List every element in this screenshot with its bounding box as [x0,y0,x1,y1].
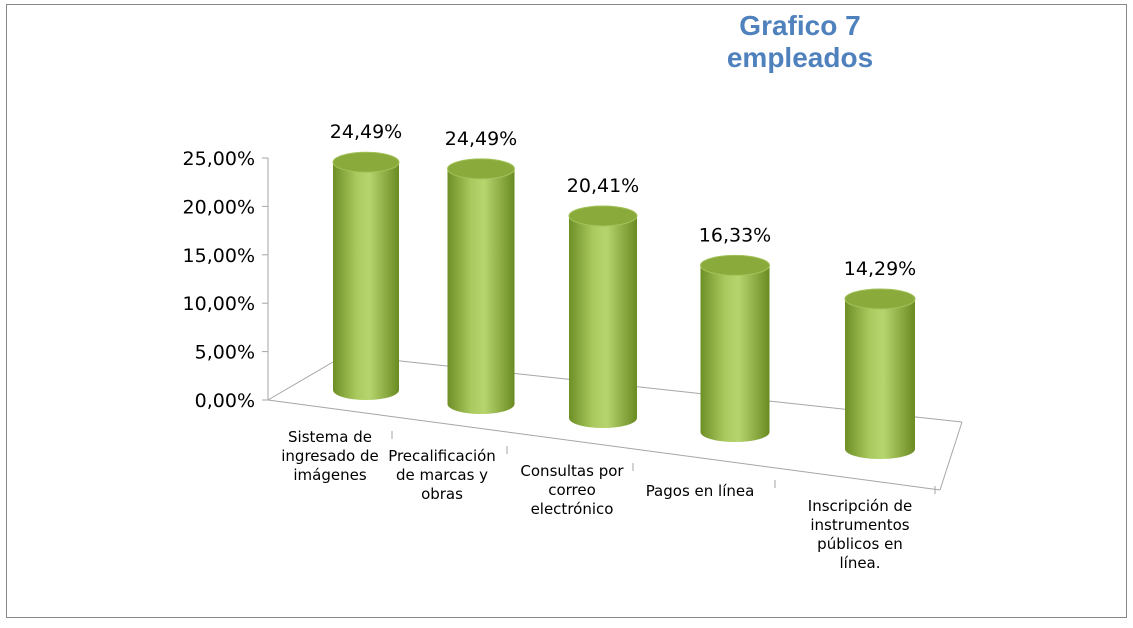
chart-border [6,4,1127,618]
y-tick-label: 20,00% [183,196,255,218]
bar [700,254,770,442]
bar-top [700,254,770,276]
x-tick-label: Inscripción de instrumentos públicos en … [807,497,913,572]
x-label-box: Consultas por correo electrónico [520,462,624,518]
bar-body [700,265,770,442]
bar-body [569,215,637,428]
x-tick-label: Consultas por correo electrónico [520,462,624,518]
bar-body [333,162,399,400]
bar-top [844,288,916,310]
value-label: 24,49% [445,128,517,150]
y-tick-label: 15,00% [183,245,255,267]
y-tick-label: 0,00% [195,390,255,412]
bar [844,288,916,459]
x-label-box: Inscripción de instrumentos públicos en … [807,497,913,572]
x-label-box: Precalificación de marcas y obras [388,447,496,503]
x-tick-label: Pagos en línea [645,482,755,500]
chart-title: Grafico 7 empleados [726,10,874,73]
x-label-box: Pagos en línea [645,482,755,500]
bar-top [332,151,400,173]
bar [568,205,638,428]
value-label: 14,29% [844,258,916,280]
value-label: 20,41% [567,175,639,197]
y-tick-label: 25,00% [183,148,255,170]
y-tick-label: 5,00% [195,342,255,364]
x-label-box: Sistema de ingresado de imágenes [281,428,379,484]
bar-body [447,168,515,414]
bar [332,151,400,400]
bar [447,158,515,414]
x-tick-label: Sistema de ingresado de imágenes [281,428,379,484]
value-label: 24,49% [330,121,402,143]
value-label: 16,33% [699,224,771,246]
x-tick-label: Precalificación de marcas y obras [388,447,496,503]
bar-body [845,298,915,459]
y-tick-label: 10,00% [183,293,255,315]
bar-top [568,205,638,227]
title-box: Grafico 7 empleados [726,10,874,73]
bar-top [447,158,515,180]
